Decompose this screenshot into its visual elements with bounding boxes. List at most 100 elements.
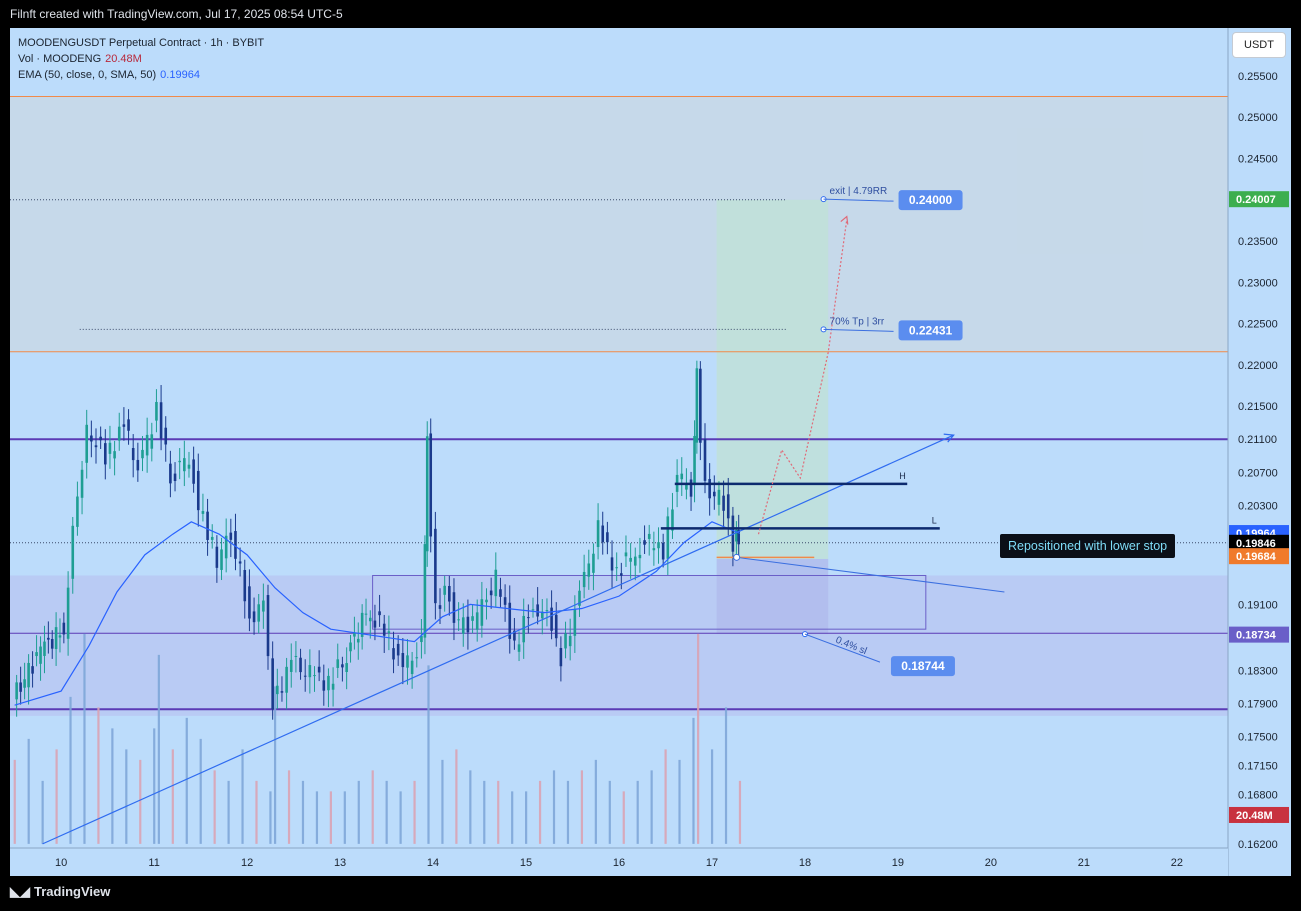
volume-bar [724, 707, 728, 844]
candle-body [155, 401, 158, 421]
time-tick-label: 13 [334, 857, 346, 869]
price-tick-label: 0.17900 [1238, 698, 1278, 710]
candle-body [58, 635, 62, 638]
tv-logo-icon: ◣◢ [10, 884, 30, 899]
price-tick-label: 0.25500 [1238, 71, 1278, 83]
candle-body [601, 525, 605, 543]
candle-body [471, 616, 474, 621]
attribution-bar: Filnft created with TradingView.com, Jul… [0, 0, 1301, 28]
stop-reposition-line[interactable] [736, 556, 1005, 593]
price-axis[interactable] [1228, 28, 1291, 876]
candle-body [117, 426, 121, 441]
zone-2[interactable] [716, 199, 829, 559]
volume-bar [213, 770, 216, 844]
candle-body [517, 644, 521, 652]
projection-arrowhead [840, 215, 849, 225]
axis-tag-4[interactable] [1229, 626, 1289, 643]
candle-body [196, 470, 200, 511]
projection-path[interactable] [757, 219, 848, 535]
candle-body [726, 494, 730, 519]
candle-body [708, 478, 711, 499]
candle-body [735, 529, 738, 542]
candle-body [643, 540, 646, 545]
candle-body [554, 614, 558, 639]
zone-0[interactable] [10, 96, 1228, 352]
time-tick-label: 20 [985, 857, 997, 869]
candle-body [633, 556, 637, 566]
candle-body [550, 607, 553, 631]
candle-body [360, 612, 364, 637]
zone-1[interactable] [10, 575, 1228, 716]
volume-bar [69, 696, 72, 844]
candle-body [373, 620, 377, 628]
annotation-tag-2[interactable] [890, 656, 955, 677]
volume-bar [153, 728, 156, 844]
volume-bar [678, 759, 681, 844]
volume-bar [41, 780, 44, 844]
price-tick-label: 0.20700 [1238, 467, 1278, 479]
candle-body [248, 586, 251, 619]
candle-body [294, 655, 298, 657]
candle-body [187, 464, 191, 469]
hl-label-1: L [932, 515, 937, 525]
volume-bar [664, 749, 667, 844]
annotation-tag-1[interactable] [898, 320, 963, 341]
time-axis[interactable] [10, 848, 1228, 876]
candle-body [508, 602, 512, 639]
axis-tag-0[interactable] [1229, 191, 1289, 208]
candle-body [94, 445, 98, 448]
candle-body [638, 554, 642, 559]
candle-body [276, 685, 279, 695]
candle-body [220, 549, 223, 570]
price-tick-label: 0.22000 [1238, 360, 1278, 372]
ema-line[interactable] [14, 521, 741, 706]
axis-tag-3[interactable] [1229, 548, 1289, 565]
volume-bar [97, 707, 100, 844]
candle-body [353, 632, 356, 637]
candle-body [703, 439, 707, 481]
candle-body [392, 648, 395, 660]
annotation-leader-2 [804, 633, 881, 663]
candle-body [145, 434, 149, 456]
candle-body [578, 590, 581, 606]
candle-body [382, 623, 386, 636]
candle-body [527, 617, 530, 619]
candle-body [368, 617, 372, 622]
volume-bar [455, 749, 458, 844]
volume-bar [241, 749, 244, 844]
stop-handle[interactable] [733, 553, 741, 561]
trendline[interactable] [42, 434, 954, 845]
volume-bar [329, 791, 332, 844]
symbol-line[interactable]: MOODENGUSDT Perpetual Contract · 1h · BY… [18, 37, 265, 49]
candle-body [229, 532, 233, 540]
candle-body [396, 643, 400, 656]
candle-body [568, 635, 572, 647]
volume-bar [227, 780, 230, 844]
candle-body [699, 368, 702, 443]
axis-tag-text-3: 0.19684 [1236, 551, 1277, 563]
candle-body [457, 619, 460, 621]
candle-body [183, 458, 186, 472]
volume-bar [622, 791, 625, 844]
zone-3[interactable] [716, 558, 829, 635]
volume-bar [27, 738, 30, 844]
ema-label[interactable]: EMA (50, close, 0, SMA, 50) [18, 69, 157, 81]
candle-body [452, 592, 456, 623]
annotation-tag-text-1: 0.22431 [909, 323, 953, 337]
volume-bar [287, 770, 291, 844]
annotation-tag-0[interactable] [898, 190, 963, 211]
tradingview-logo[interactable]: ◣◢ TradingView [10, 884, 110, 900]
candle-body [35, 652, 38, 657]
candle-body [713, 491, 716, 497]
candle-body [680, 473, 684, 480]
volume-bar [483, 780, 486, 844]
volume-bar [301, 780, 305, 844]
volume-bar [497, 780, 500, 844]
candle-body [308, 665, 312, 678]
annotation-tag-text-0: 0.24000 [909, 193, 953, 207]
axis-tag-5[interactable] [1229, 806, 1289, 823]
price-tick-label: 0.18300 [1238, 665, 1278, 677]
candle-body [559, 648, 563, 667]
currency-button[interactable]: USDT [1232, 32, 1286, 58]
